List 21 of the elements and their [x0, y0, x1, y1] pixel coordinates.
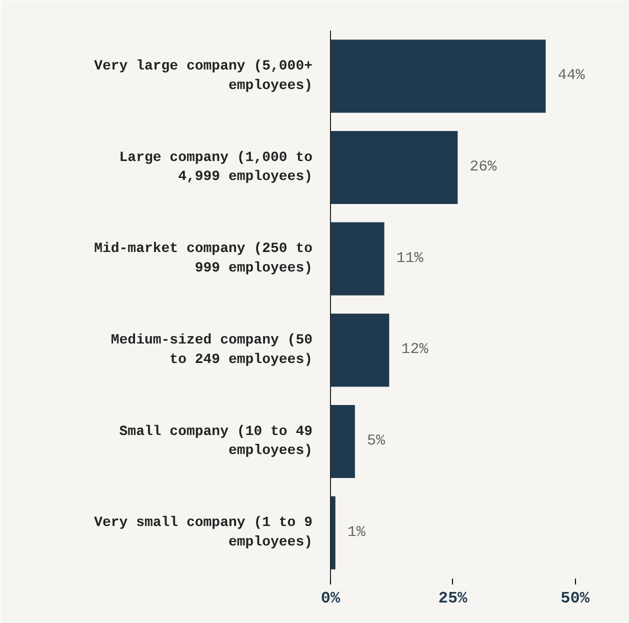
x-tick-label: 0% — [320, 590, 340, 608]
y-tick-label: Very large company (5,000+ employees) — [94, 58, 312, 94]
bar — [330, 314, 390, 387]
data-label: 26% — [470, 158, 498, 176]
data-label: 1% — [347, 524, 366, 541]
bar — [330, 40, 546, 113]
data-label: 12% — [401, 341, 430, 358]
y-tick-label: Small company (10 to 49 employees) — [119, 424, 313, 460]
y-tick-label: Medium-sized company (50 to 249 employees) — [110, 332, 313, 368]
y-tick-label: Very small company (1 to 9 employees) — [94, 515, 312, 550]
bar — [330, 404, 355, 478]
y-tick-label: Mid-market company (250 to 999 employees) — [94, 241, 313, 276]
bar — [330, 222, 384, 296]
bar — [330, 130, 458, 204]
bar — [330, 496, 336, 570]
x-tick-label: 50% — [560, 590, 590, 608]
data-label: 5% — [366, 432, 386, 450]
x-tick-label: 25% — [438, 590, 468, 608]
data-label: 11% — [396, 250, 424, 267]
y-tick-label: Large company (1,000 to 4,999 employees) — [119, 150, 313, 186]
data-label: 44% — [558, 67, 586, 84]
